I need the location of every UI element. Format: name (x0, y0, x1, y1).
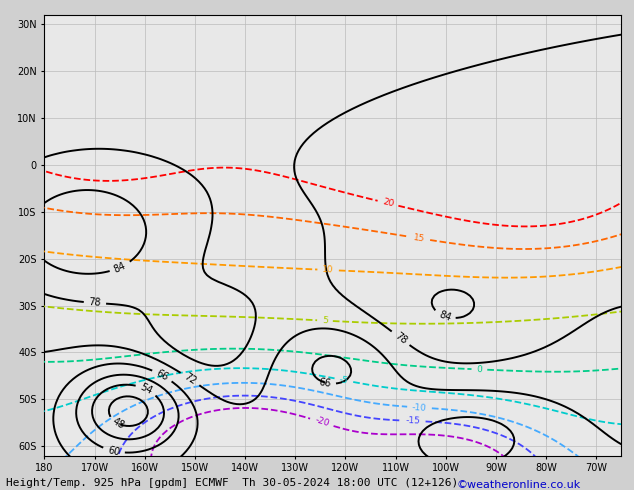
Text: 78: 78 (88, 297, 101, 308)
Text: 72: 72 (182, 371, 198, 387)
Text: 78: 78 (392, 331, 408, 346)
Text: 84: 84 (112, 260, 128, 274)
Text: -5: -5 (339, 375, 349, 386)
Text: 48: 48 (111, 416, 127, 431)
Text: -10: -10 (412, 402, 427, 413)
Text: 66: 66 (155, 368, 170, 383)
Text: 66: 66 (444, 460, 458, 471)
Text: 66: 66 (318, 377, 332, 389)
Text: 20: 20 (382, 197, 394, 209)
Text: 10: 10 (322, 265, 334, 275)
Text: 54: 54 (138, 382, 154, 396)
Text: Height/Temp. 925 hPa [gpdm] ECMWF  Th 30-05-2024 18:00 UTC (12+126): Height/Temp. 925 hPa [gpdm] ECMWF Th 30-… (6, 478, 458, 488)
Text: 0: 0 (476, 365, 482, 374)
Text: -20: -20 (313, 416, 330, 429)
Text: 15: 15 (413, 233, 426, 244)
Text: 5: 5 (322, 316, 328, 325)
Text: ©weatheronline.co.uk: ©weatheronline.co.uk (456, 480, 581, 490)
Text: 84: 84 (437, 309, 452, 323)
Text: 60: 60 (107, 445, 121, 457)
Text: -15: -15 (406, 416, 421, 426)
